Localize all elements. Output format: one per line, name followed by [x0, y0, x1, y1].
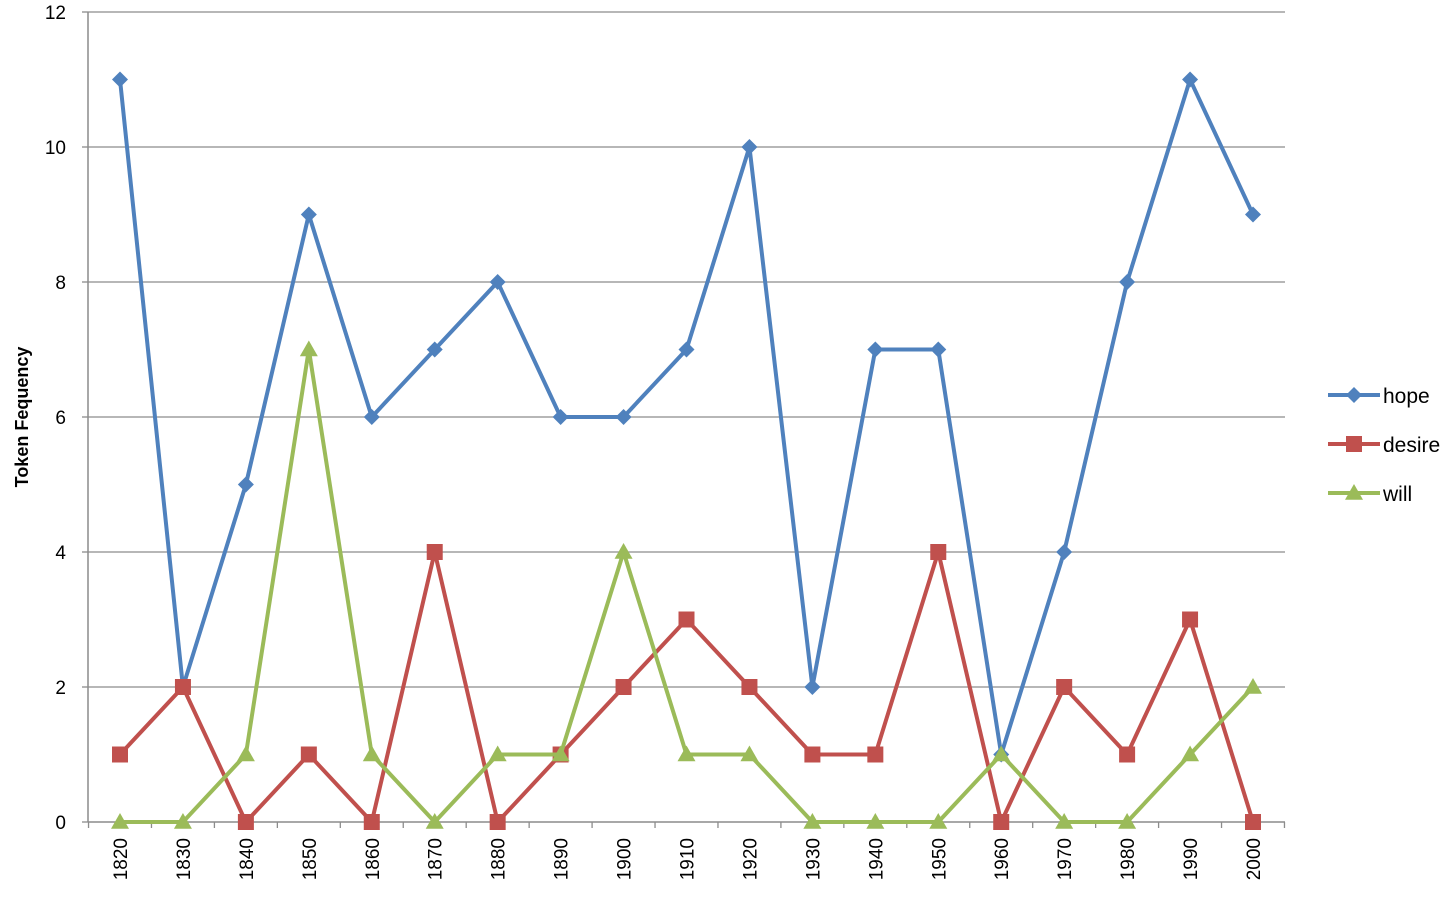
x-tick-label: 1840 — [237, 838, 258, 880]
data-point-will — [803, 813, 822, 829]
gridlines — [88, 11, 1285, 688]
data-point-desire — [363, 814, 380, 830]
y-tick-label: 12 — [45, 3, 66, 24]
data-point-desire — [1182, 611, 1199, 628]
data-point-desire — [300, 746, 317, 763]
x-tick-label: 1870 — [426, 838, 447, 880]
data-point-hope — [237, 476, 254, 493]
data-point-desire — [1119, 746, 1136, 763]
data-point-hope — [678, 341, 695, 358]
data-point-will — [236, 745, 255, 762]
data-point-desire — [741, 679, 758, 695]
data-point-will — [1181, 745, 1200, 762]
data-point-hope — [741, 139, 758, 155]
data-point-will — [1244, 678, 1262, 694]
data-point-hope — [1245, 206, 1261, 223]
x-tick-label: 1820 — [111, 838, 132, 880]
y-tick-label: 10 — [45, 138, 66, 159]
data-point-hope — [930, 341, 947, 358]
data-point-will — [929, 813, 948, 829]
data-point-will — [740, 745, 759, 762]
x-tick-label: 1830 — [174, 838, 195, 880]
y-axis-label: Token Fequency — [12, 347, 32, 488]
data-point-will — [614, 543, 633, 559]
x-tick-label: 1900 — [615, 838, 636, 880]
data-point-hope — [1119, 274, 1136, 290]
legend-label-will: will — [1382, 483, 1412, 506]
data-point-hope — [552, 409, 569, 425]
x-tick-label: 1920 — [740, 838, 761, 880]
data-point-desire — [678, 611, 695, 628]
data-point-desire — [426, 544, 443, 560]
data-point-will — [677, 745, 696, 762]
data-point-desire — [804, 746, 821, 763]
y-tick-label: 2 — [55, 678, 66, 699]
data-point-desire — [237, 814, 254, 830]
x-tick-labels: 1820 1830 1840 1850 1860 1870 1880 1890 1900 1910… — [111, 838, 1265, 880]
data-point-hope — [1056, 544, 1073, 560]
data-point-desire — [930, 544, 947, 560]
legend-item-will: will — [1328, 483, 1412, 506]
data-point-desire — [993, 814, 1010, 830]
data-point-will — [488, 745, 507, 762]
data-point-will — [551, 745, 570, 762]
data-point-hope — [1182, 71, 1199, 88]
series-group — [111, 71, 1262, 830]
x-tick-label: 1880 — [489, 838, 510, 880]
x-tick-label: 1910 — [678, 838, 699, 880]
legend-label-desire: desire — [1383, 434, 1440, 457]
legend-label-hope: hope — [1383, 385, 1430, 408]
legend-marker-hope — [1346, 387, 1362, 403]
data-point-will — [992, 745, 1011, 762]
x-tick-label: 1970 — [1055, 838, 1076, 880]
data-point-hope — [300, 206, 317, 223]
data-point-hope — [112, 71, 128, 88]
legend: hope desire will — [1328, 385, 1440, 506]
data-point-hope — [489, 274, 506, 290]
data-point-hope — [426, 341, 443, 358]
data-point-desire — [1056, 679, 1073, 695]
legend-marker-desire — [1346, 436, 1362, 452]
data-point-desire — [1245, 814, 1261, 830]
x-tick-label: 1950 — [929, 838, 950, 880]
y-tick-label: 6 — [55, 408, 66, 429]
x-tick-label: 1980 — [1118, 838, 1139, 880]
data-point-will — [1055, 813, 1074, 829]
y-tick-label: 4 — [55, 543, 66, 564]
data-point-desire — [174, 679, 191, 695]
legend-marker-will — [1345, 484, 1363, 500]
x-tick-label: 1860 — [363, 838, 384, 880]
y-tick-label: 0 — [55, 813, 66, 834]
x-tick-label: 1940 — [866, 838, 887, 880]
data-point-will — [111, 813, 129, 829]
data-point-will — [425, 813, 444, 829]
x-tick-label: 2000 — [1244, 838, 1265, 880]
data-point-desire — [615, 679, 632, 695]
data-point-desire — [867, 746, 884, 763]
x-tick-label: 1890 — [552, 838, 573, 880]
data-point-hope — [867, 341, 884, 358]
legend-item-hope: hope — [1328, 385, 1430, 408]
data-point-will — [173, 813, 192, 829]
data-point-will — [362, 745, 381, 762]
series-desire — [112, 544, 1261, 830]
x-tick-label: 1930 — [803, 838, 824, 880]
x-tick-label: 1960 — [992, 838, 1013, 880]
data-point-hope — [804, 679, 821, 695]
y-tick-label: 8 — [55, 273, 66, 294]
data-point-will — [866, 813, 885, 829]
x-tick-label: 1850 — [300, 838, 321, 880]
data-point-hope — [363, 409, 380, 425]
data-point-will — [299, 340, 318, 357]
data-point-hope — [615, 409, 632, 425]
x-tick-label: 1990 — [1181, 838, 1202, 880]
data-point-will — [1118, 813, 1137, 829]
legend-item-desire: desire — [1328, 434, 1440, 457]
data-point-desire — [112, 746, 128, 763]
data-point-desire — [489, 814, 506, 830]
series-will — [111, 340, 1262, 829]
y-tick-labels: 0 2 4 6 8 10 12 — [45, 3, 67, 834]
